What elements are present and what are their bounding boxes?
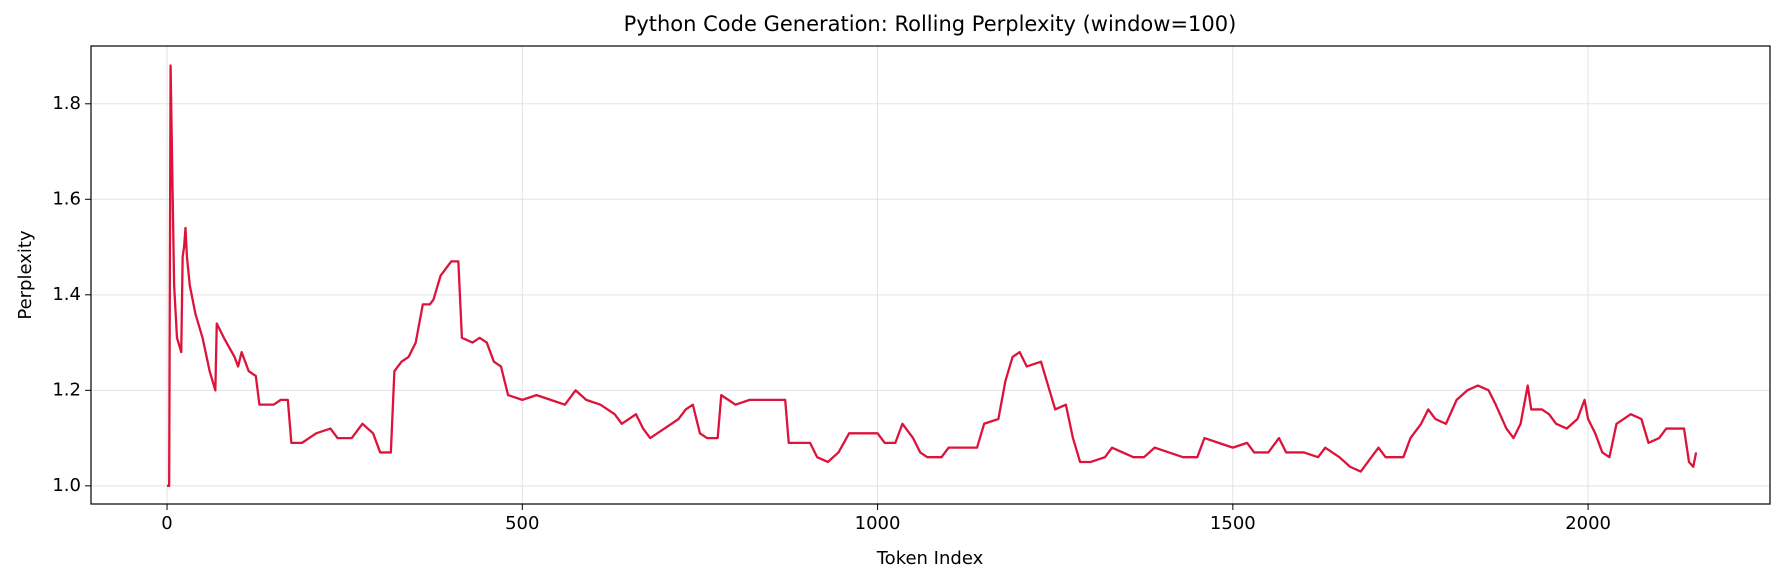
x-tick-label: 2000 xyxy=(1565,513,1611,534)
x-tick-label: 1500 xyxy=(1210,513,1256,534)
x-tick-label: 0 xyxy=(161,513,172,534)
y-tick-label: 1.8 xyxy=(52,93,81,114)
x-tick-label: 1000 xyxy=(855,513,901,534)
line-series xyxy=(167,64,1698,487)
y-tick-label: 1.0 xyxy=(52,475,81,496)
x-axis-label: Token Index xyxy=(876,548,984,569)
y-tick-label: 1.2 xyxy=(52,379,81,400)
y-axis-label: Perplexity xyxy=(15,230,36,320)
plot-frame xyxy=(90,45,1771,505)
y-tick-label: 1.6 xyxy=(52,188,81,209)
x-tick-label: 500 xyxy=(505,513,539,534)
chart-title: Python Code Generation: Rolling Perplexi… xyxy=(624,12,1237,36)
y-tick-label: 1.4 xyxy=(52,284,81,305)
